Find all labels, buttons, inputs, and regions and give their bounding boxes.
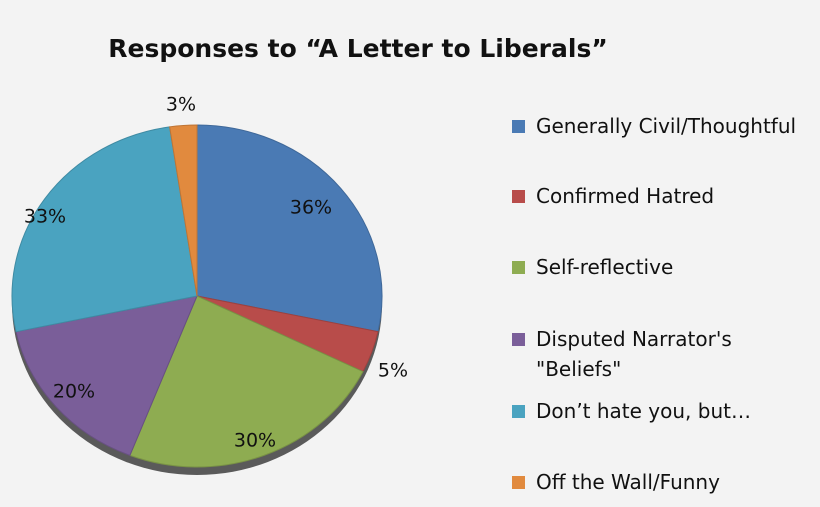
pie-slice-dont-hate-you xyxy=(11,126,198,333)
legend-swatch-self-reflective xyxy=(512,261,525,274)
legend-swatch-off-the-wall xyxy=(512,476,525,489)
legend-label-dont-hate-you: Don’t hate you, but… xyxy=(536,399,751,423)
legend-swatch-disputed-narrator xyxy=(512,333,525,346)
data-label-confirmed-hatred: 5% xyxy=(378,360,408,382)
pie-slice-disputed-narrator xyxy=(15,295,198,456)
legend-swatch-confirmed-hatred xyxy=(512,190,525,203)
legend-label-generally-civil: Generally Civil/Thoughtful xyxy=(536,114,797,138)
legend-swatch-dont-hate-you xyxy=(512,405,525,418)
legend-label-off-the-wall: Off the Wall/Funny xyxy=(536,470,720,494)
data-label-self-reflective: 30% xyxy=(234,430,276,452)
pie-slice-generally-civil xyxy=(196,124,383,333)
chart-title: Responses to “A Letter to Liberals” xyxy=(108,34,608,63)
data-label-disputed-narrator: 20% xyxy=(53,381,95,403)
legend-swatch-generally-civil xyxy=(512,120,525,133)
legend-label-self-reflective: Self-reflective xyxy=(536,255,674,279)
legend-label-confirmed-hatred: Confirmed Hatred xyxy=(536,184,715,208)
data-label-generally-civil: 36% xyxy=(290,197,332,219)
pie-slice-off-the-wall xyxy=(169,124,198,297)
data-label-off-the-wall: 3% xyxy=(166,94,196,116)
legend-label-disputed-narrator: Disputed Narrator's "Beliefs" xyxy=(536,327,732,381)
data-label-dont-hate-you: 33% xyxy=(24,206,66,228)
pie-slice-self-reflective xyxy=(129,295,364,468)
